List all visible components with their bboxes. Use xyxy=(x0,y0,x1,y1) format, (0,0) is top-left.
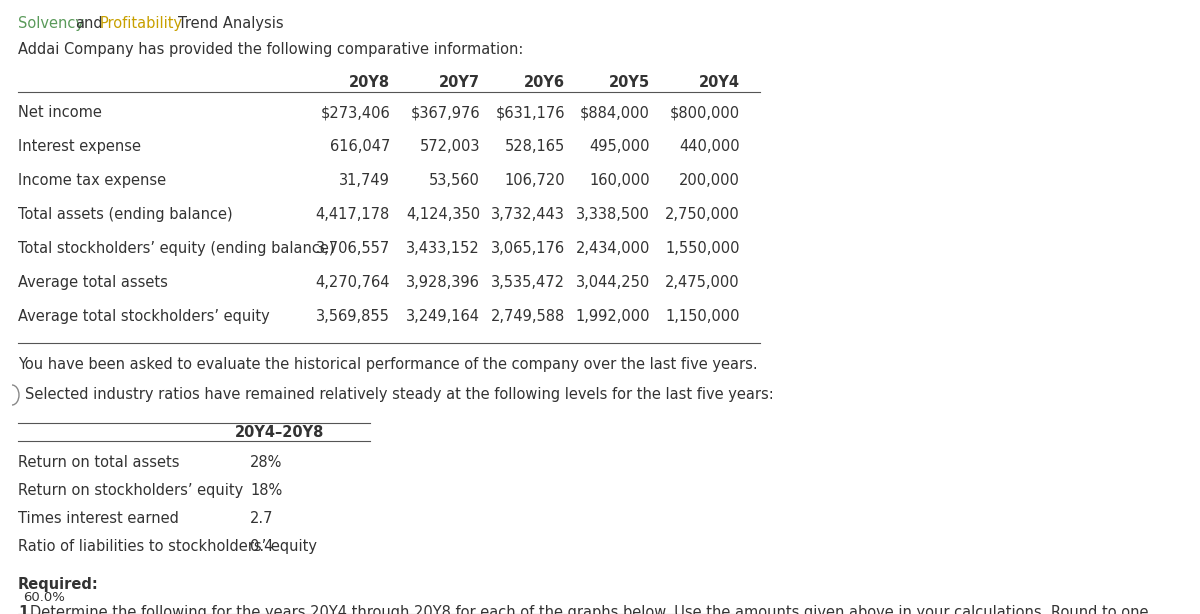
Text: Addai Company has provided the following comparative information:: Addai Company has provided the following… xyxy=(18,42,523,57)
Text: Return on total assets: Return on total assets xyxy=(18,455,180,470)
Text: Ratio of liabilities to stockholders’ equity: Ratio of liabilities to stockholders’ eq… xyxy=(18,539,317,554)
Text: 200,000: 200,000 xyxy=(679,173,740,188)
Text: Income tax expense: Income tax expense xyxy=(18,173,166,188)
Text: $273,406: $273,406 xyxy=(320,105,390,120)
Text: Times interest earned: Times interest earned xyxy=(18,511,179,526)
Text: $631,176: $631,176 xyxy=(496,105,565,120)
Text: You have been asked to evaluate the historical performance of the company over t: You have been asked to evaluate the hist… xyxy=(18,357,757,372)
Text: Net income: Net income xyxy=(18,105,102,120)
Text: 20Y7: 20Y7 xyxy=(439,75,480,90)
Text: 3,338,500: 3,338,500 xyxy=(576,207,650,222)
Text: Total assets (ending balance): Total assets (ending balance) xyxy=(18,207,233,222)
Text: $800,000: $800,000 xyxy=(670,105,740,120)
Text: Return on stockholders’ equity: Return on stockholders’ equity xyxy=(18,483,244,498)
Text: 106,720: 106,720 xyxy=(504,173,565,188)
Text: 616,047: 616,047 xyxy=(330,139,390,154)
Text: Selected industry ratios have remained relatively steady at the following levels: Selected industry ratios have remained r… xyxy=(25,387,774,402)
Text: 18%: 18% xyxy=(250,483,282,498)
Text: Solvency: Solvency xyxy=(18,16,84,31)
Text: 20Y4: 20Y4 xyxy=(698,75,740,90)
Text: 2,749,588: 2,749,588 xyxy=(491,309,565,324)
Text: 3,732,443: 3,732,443 xyxy=(491,207,565,222)
Text: 1.: 1. xyxy=(18,605,34,614)
Text: 60.0%: 60.0% xyxy=(23,591,65,604)
Text: 3,433,152: 3,433,152 xyxy=(407,241,480,256)
Text: 160,000: 160,000 xyxy=(589,173,650,188)
Text: 28%: 28% xyxy=(250,455,282,470)
Text: 2.7: 2.7 xyxy=(250,511,274,526)
Text: 0.4: 0.4 xyxy=(250,539,274,554)
Text: $367,976: $367,976 xyxy=(410,105,480,120)
Text: 53,560: 53,560 xyxy=(430,173,480,188)
Text: 4,270,764: 4,270,764 xyxy=(316,275,390,290)
Text: 20Y4–20Y8: 20Y4–20Y8 xyxy=(235,425,325,440)
Text: 3,065,176: 3,065,176 xyxy=(491,241,565,256)
Text: Profitability: Profitability xyxy=(100,16,184,31)
Text: $884,000: $884,000 xyxy=(580,105,650,120)
Text: 440,000: 440,000 xyxy=(679,139,740,154)
Text: 572,003: 572,003 xyxy=(420,139,480,154)
Text: Determine the following for the years 20Y4 through 20Y8 for each of the graphs b: Determine the following for the years 20… xyxy=(30,605,1148,614)
Text: 528,165: 528,165 xyxy=(505,139,565,154)
Text: Average total assets: Average total assets xyxy=(18,275,168,290)
Text: 20Y8: 20Y8 xyxy=(349,75,390,90)
Text: Required:: Required: xyxy=(18,577,98,592)
Text: 2,475,000: 2,475,000 xyxy=(665,275,740,290)
Text: 1,150,000: 1,150,000 xyxy=(666,309,740,324)
Text: 1,550,000: 1,550,000 xyxy=(666,241,740,256)
Text: Total stockholders’ equity (ending balance): Total stockholders’ equity (ending balan… xyxy=(18,241,335,256)
Text: Interest expense: Interest expense xyxy=(18,139,142,154)
Text: 495,000: 495,000 xyxy=(589,139,650,154)
Text: 1,992,000: 1,992,000 xyxy=(576,309,650,324)
Text: 3,535,472: 3,535,472 xyxy=(491,275,565,290)
Text: 31,749: 31,749 xyxy=(340,173,390,188)
Text: 3,249,164: 3,249,164 xyxy=(406,309,480,324)
Text: 4,124,350: 4,124,350 xyxy=(406,207,480,222)
Text: Average total stockholders’ equity: Average total stockholders’ equity xyxy=(18,309,270,324)
Text: Trend Analysis: Trend Analysis xyxy=(178,16,283,31)
Text: 20Y5: 20Y5 xyxy=(608,75,650,90)
Text: 20Y6: 20Y6 xyxy=(524,75,565,90)
Text: 3,706,557: 3,706,557 xyxy=(316,241,390,256)
Text: 4,417,178: 4,417,178 xyxy=(316,207,390,222)
Text: 3,044,250: 3,044,250 xyxy=(576,275,650,290)
Text: 2,434,000: 2,434,000 xyxy=(576,241,650,256)
Text: 3,569,855: 3,569,855 xyxy=(316,309,390,324)
Text: and: and xyxy=(74,16,103,31)
Text: 3,928,396: 3,928,396 xyxy=(406,275,480,290)
Text: 2,750,000: 2,750,000 xyxy=(665,207,740,222)
